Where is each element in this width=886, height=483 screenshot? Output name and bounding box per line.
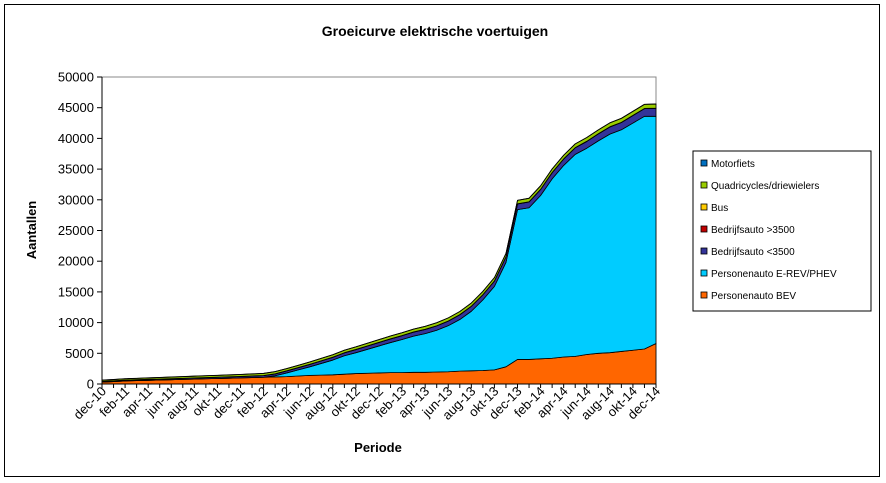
y-tick-label: 30000 bbox=[58, 192, 94, 207]
legend: Motorfiets Quadricycles/driewielers Bus Bed… bbox=[692, 150, 872, 312]
legend-label-bedrijfsauto-3500: Bedrijfsauto <3500 bbox=[711, 247, 795, 258]
y-tick-label: 0 bbox=[87, 377, 94, 392]
legend-label-motorfiets: Motorfiets bbox=[711, 159, 755, 170]
chart-title: Groeicurve elektrische voertuigen bbox=[322, 23, 548, 39]
y-tick-label: 10000 bbox=[58, 315, 94, 330]
y-axis: 0 5000 10000 15000 20000 25000 30000 35000 40000… bbox=[58, 70, 103, 392]
legend-box bbox=[692, 150, 872, 312]
y-tick-label: 15000 bbox=[58, 284, 94, 299]
legend-label-quadricycles-driewielers: Quadricycles/driewielers bbox=[711, 181, 819, 192]
legend-swatch-quadricycles-driewielers bbox=[700, 181, 708, 189]
y-tick-label: 45000 bbox=[58, 100, 94, 115]
y-tick-label: 25000 bbox=[58, 223, 94, 238]
legend-swatch-bus bbox=[700, 203, 708, 211]
legend-label-personenauto-e-rev-phev: Personenauto E-REV/PHEV bbox=[711, 269, 837, 280]
y-tick-label: 5000 bbox=[65, 346, 94, 361]
legend-swatch-personenauto-bev bbox=[700, 291, 708, 299]
legend-label-personenauto-bev: Personenauto BEV bbox=[711, 291, 796, 302]
legend-swatch-personenauto-e-rev-phev bbox=[700, 269, 708, 277]
x-axis: dec-10feb-11apr-11jun-11aug-11okt-11dec-… bbox=[70, 383, 663, 423]
legend-swatch-bedrijfsauto-3500 bbox=[700, 247, 708, 255]
y-tick-label: 35000 bbox=[58, 162, 94, 177]
legend-swatch-motorfiets bbox=[700, 159, 708, 167]
x-axis-label: Periode bbox=[354, 440, 402, 455]
area-motorfiets bbox=[101, 103, 657, 381]
legend-label-bedrijfsauto-3500: Bedrijfsauto >3500 bbox=[711, 225, 795, 236]
y-tick-label: 50000 bbox=[58, 70, 94, 85]
legend-label-bus: Bus bbox=[711, 203, 728, 214]
y-tick-label: 20000 bbox=[58, 254, 94, 269]
y-tick-label: 40000 bbox=[58, 131, 94, 146]
legend-swatch-bedrijfsauto-3500 bbox=[700, 225, 708, 233]
area-series-group bbox=[101, 103, 657, 385]
y-axis-label: Aantallen bbox=[24, 201, 39, 260]
